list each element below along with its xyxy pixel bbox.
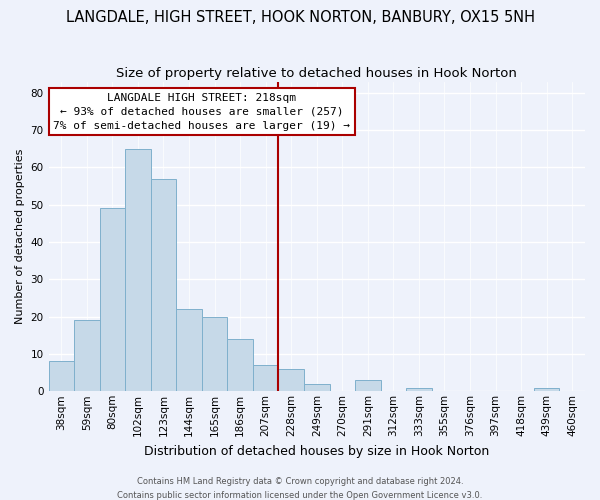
Bar bbox=[355, 380, 380, 392]
Bar bbox=[49, 362, 74, 392]
Bar bbox=[151, 178, 176, 392]
Bar bbox=[100, 208, 125, 392]
Bar bbox=[406, 388, 432, 392]
Bar bbox=[227, 339, 253, 392]
Bar bbox=[202, 316, 227, 392]
Bar bbox=[278, 369, 304, 392]
Bar bbox=[176, 309, 202, 392]
Bar bbox=[125, 149, 151, 392]
Bar bbox=[74, 320, 100, 392]
Text: LANGDALE HIGH STREET: 218sqm
← 93% of detached houses are smaller (257)
7% of se: LANGDALE HIGH STREET: 218sqm ← 93% of de… bbox=[53, 93, 350, 131]
Title: Size of property relative to detached houses in Hook Norton: Size of property relative to detached ho… bbox=[116, 68, 517, 80]
Y-axis label: Number of detached properties: Number of detached properties bbox=[15, 149, 25, 324]
Bar bbox=[534, 388, 559, 392]
Text: LANGDALE, HIGH STREET, HOOK NORTON, BANBURY, OX15 5NH: LANGDALE, HIGH STREET, HOOK NORTON, BANB… bbox=[65, 10, 535, 25]
X-axis label: Distribution of detached houses by size in Hook Norton: Distribution of detached houses by size … bbox=[144, 444, 490, 458]
Text: Contains HM Land Registry data © Crown copyright and database right 2024.
Contai: Contains HM Land Registry data © Crown c… bbox=[118, 478, 482, 500]
Bar bbox=[304, 384, 329, 392]
Bar bbox=[253, 365, 278, 392]
